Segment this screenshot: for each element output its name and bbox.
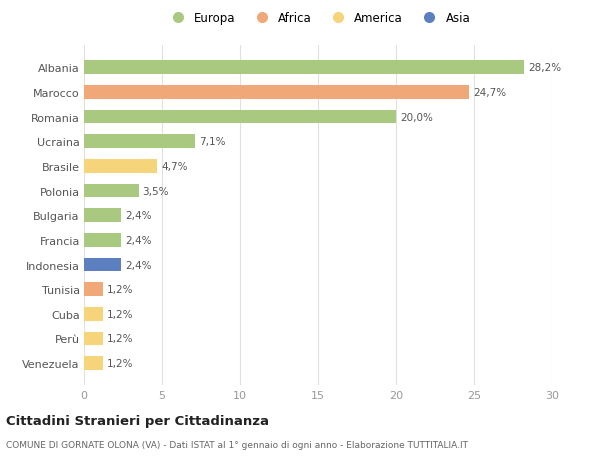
Bar: [84, 332, 103, 346]
Text: COMUNE DI GORNATE OLONA (VA) - Dati ISTAT al 1° gennaio di ogni anno - Elaborazi: COMUNE DI GORNATE OLONA (VA) - Dati ISTA…: [6, 441, 468, 449]
Text: 2,4%: 2,4%: [125, 211, 152, 221]
Bar: [84, 160, 157, 174]
Bar: [84, 86, 469, 100]
Text: 3,5%: 3,5%: [143, 186, 169, 196]
Text: 1,2%: 1,2%: [107, 285, 133, 295]
Bar: [84, 62, 524, 75]
Bar: [84, 185, 139, 198]
Bar: [84, 258, 121, 272]
Text: 24,7%: 24,7%: [473, 88, 506, 98]
Bar: [84, 135, 195, 149]
Bar: [84, 308, 103, 321]
Text: 1,2%: 1,2%: [107, 309, 133, 319]
Bar: [84, 283, 103, 297]
Text: Cittadini Stranieri per Cittadinanza: Cittadini Stranieri per Cittadinanza: [6, 414, 269, 428]
Legend: Europa, Africa, America, Asia: Europa, Africa, America, Asia: [161, 8, 475, 30]
Text: 20,0%: 20,0%: [400, 112, 433, 122]
Bar: [84, 357, 103, 370]
Text: 2,4%: 2,4%: [125, 235, 152, 245]
Text: 28,2%: 28,2%: [528, 63, 561, 73]
Bar: [84, 111, 396, 124]
Bar: [84, 209, 121, 223]
Text: 1,2%: 1,2%: [107, 358, 133, 368]
Text: 1,2%: 1,2%: [107, 334, 133, 344]
Text: 2,4%: 2,4%: [125, 260, 152, 270]
Text: 4,7%: 4,7%: [161, 162, 188, 172]
Bar: [84, 234, 121, 247]
Text: 7,1%: 7,1%: [199, 137, 225, 147]
